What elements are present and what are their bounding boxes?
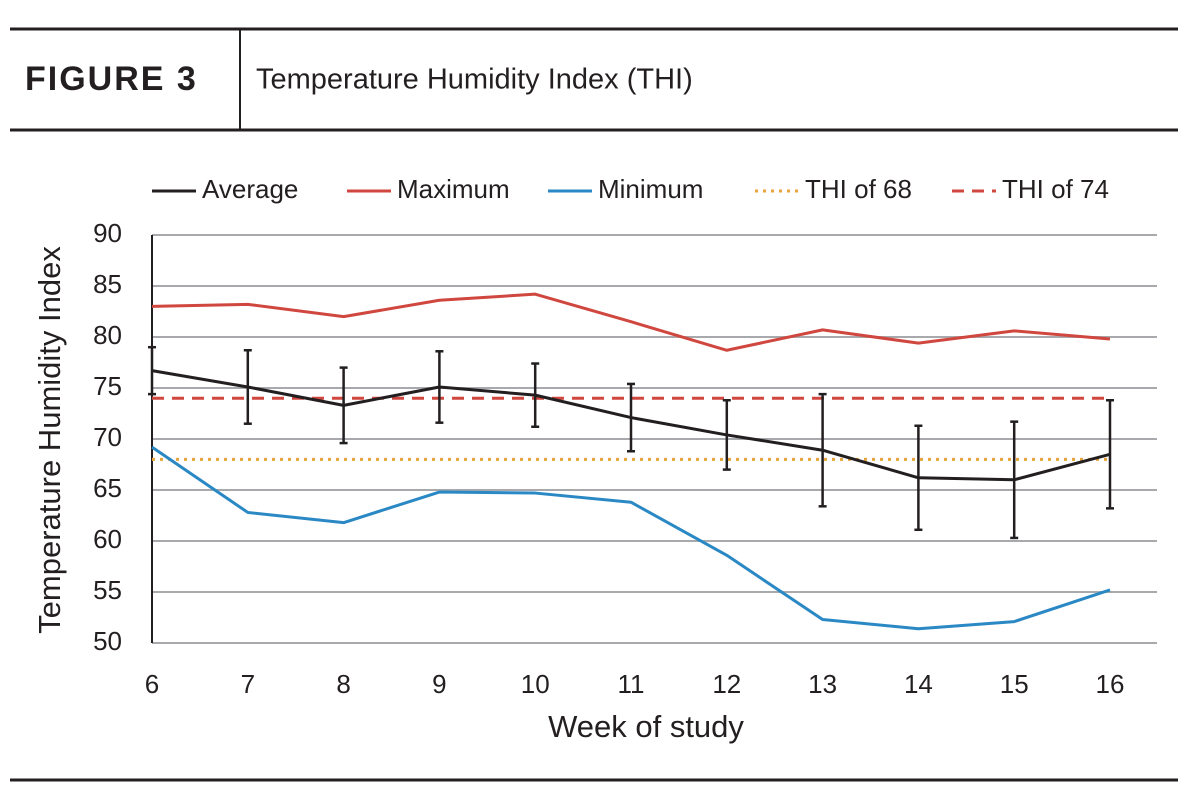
error-bar (339, 366, 348, 445)
y-tick-label: 85 (93, 269, 122, 299)
error-bar (1106, 398, 1114, 510)
x-tick-label: 14 (904, 669, 933, 699)
x-tick-label: 13 (808, 669, 837, 699)
x-tick-label: 9 (432, 669, 446, 699)
y-tick-label: 75 (93, 371, 122, 401)
x-tick-label: 16 (1096, 669, 1125, 699)
y-tick-label: 70 (93, 422, 122, 452)
x-tick-label: 10 (521, 669, 550, 699)
error-bar (914, 424, 923, 532)
x-tick-label: 15 (1000, 669, 1029, 699)
series-line (151, 292, 1111, 352)
error-bar (531, 362, 540, 429)
y-tick-label: 50 (93, 626, 122, 656)
error-bar (243, 349, 252, 425)
figure-title: Temperature Humidity Index (THI) (256, 64, 693, 96)
y-tick-label: 80 (93, 320, 122, 350)
legend-label: Minimum (598, 174, 703, 204)
y-tick-label: 55 (93, 575, 122, 605)
x-tick-label: 11 (618, 669, 645, 699)
x-tick-label: 6 (145, 669, 159, 699)
y-axis-title: Temperature Humidity Index (32, 246, 67, 634)
error-bar (818, 392, 827, 508)
error-bar (148, 345, 156, 396)
y-tick-label: 65 (93, 473, 122, 503)
x-axis-title: Week of study (548, 709, 744, 744)
figure-label: FIGURE 3 (25, 60, 198, 98)
legend-label: Maximum (397, 174, 510, 204)
error-bar (627, 382, 635, 453)
legend-label: Average (202, 174, 298, 204)
y-tick-label: 90 (93, 218, 122, 248)
y-tick-label: 60 (93, 524, 122, 554)
error-bar (1010, 420, 1019, 540)
series-line (151, 445, 1111, 631)
error-bar (722, 398, 731, 471)
x-tick-label: 7 (241, 669, 255, 699)
legend-label: THI of 68 (805, 174, 912, 204)
error-bar (435, 350, 444, 424)
x-tick-label: 8 (336, 669, 350, 699)
x-tick-label: 12 (712, 669, 741, 699)
legend-label: THI of 74 (1002, 174, 1109, 204)
